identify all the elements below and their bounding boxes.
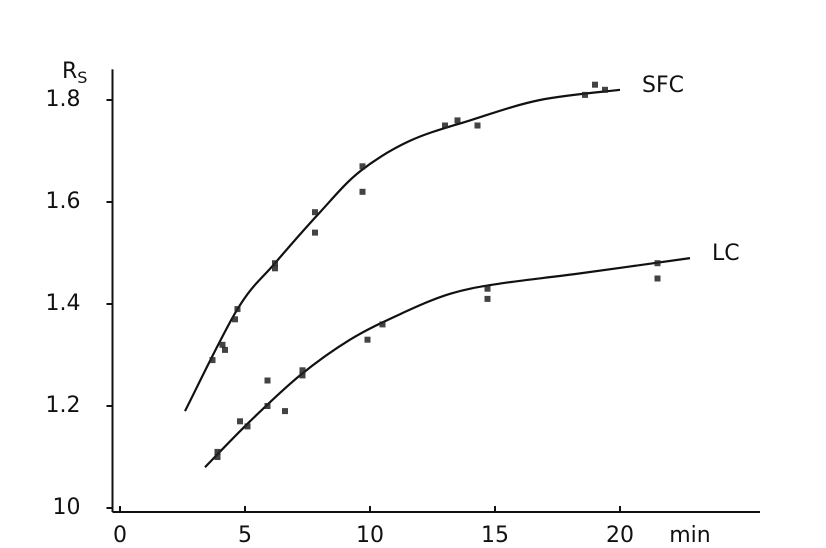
data-point (219, 341, 226, 348)
data-point (272, 265, 278, 272)
y-tick-label: 1.6 (46, 189, 81, 214)
data-point (364, 336, 371, 343)
data-point (209, 357, 216, 364)
data-point (582, 91, 588, 98)
y-tick-label: 1.8 (46, 87, 81, 112)
data-point (299, 372, 306, 379)
data-point (379, 321, 386, 328)
x-axis-label: min (669, 523, 711, 548)
series-label: SFC (642, 73, 684, 98)
data-point (299, 367, 306, 374)
data-point (264, 377, 271, 384)
data-point (484, 295, 491, 302)
data-point (234, 306, 241, 313)
data-point (602, 86, 608, 93)
data-point (312, 229, 318, 236)
y-tick-label: 1.2 (46, 393, 81, 418)
data-point (264, 403, 271, 409)
data-point (244, 423, 251, 430)
data-point (654, 275, 661, 282)
y-tick-label: 1.4 (46, 291, 81, 316)
x-tick-label: 0 (113, 523, 127, 548)
data-point (654, 260, 661, 267)
data-point (282, 408, 288, 415)
data-point (474, 122, 481, 129)
y-tick-label: 10 (53, 495, 81, 520)
data-point (312, 209, 318, 216)
y-axis-label-main: R (62, 59, 77, 84)
data-point (214, 454, 221, 460)
fit-curve (184, 88, 621, 412)
data-point (222, 346, 228, 353)
y-axis-label-subscript: S (77, 68, 87, 87)
data-point (359, 188, 366, 195)
x-tick-label: 5 (238, 523, 252, 548)
data-point (272, 260, 278, 267)
y-axis-label: RS (62, 59, 87, 87)
data-point (442, 122, 448, 129)
x-tick-label: 15 (481, 523, 509, 548)
data-point (237, 418, 243, 425)
data-point (484, 285, 491, 292)
x-tick-label: 10 (356, 523, 384, 548)
x-tick-label: 20 (606, 523, 634, 548)
series-label: LC (712, 241, 740, 266)
fit-curve (204, 257, 691, 468)
data-point (592, 81, 598, 88)
data-point (214, 448, 221, 455)
data-point (454, 117, 461, 124)
data-point (232, 316, 238, 323)
data-point (359, 163, 366, 170)
